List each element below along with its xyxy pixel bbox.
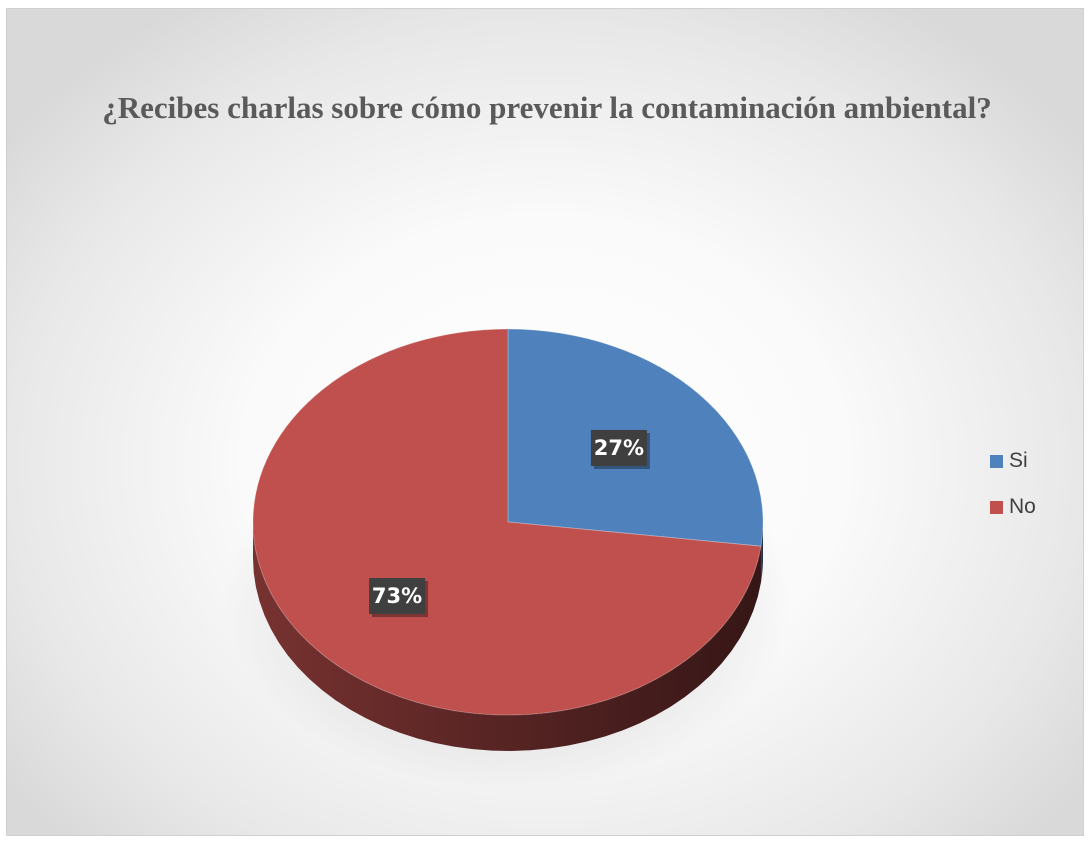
pie-slice-no <box>252 328 762 716</box>
pie-data-labels: 27% 73% <box>369 429 650 618</box>
legend-label-no: No <box>1009 495 1036 518</box>
legend-item-si: Si <box>990 438 1036 484</box>
svg-text:73%: 73% <box>372 584 422 608</box>
legend: Si No <box>990 438 1036 530</box>
legend-item-no: No <box>990 484 1036 530</box>
pie-side-no <box>253 522 761 751</box>
legend-label-si: Si <box>1009 449 1028 472</box>
svg-text:27%: 27% <box>594 436 644 460</box>
data-label-no: 73% <box>369 578 429 618</box>
data-label-si: 27% <box>590 429 650 469</box>
pie-side-si <box>760 522 763 583</box>
legend-swatch-si <box>990 454 1003 468</box>
chart-title: ¿Recibes charlas sobre cómo prevenir la … <box>102 90 992 125</box>
pie-sides <box>253 522 763 751</box>
pie-slices <box>252 328 764 716</box>
legend-swatch-no <box>990 500 1003 514</box>
